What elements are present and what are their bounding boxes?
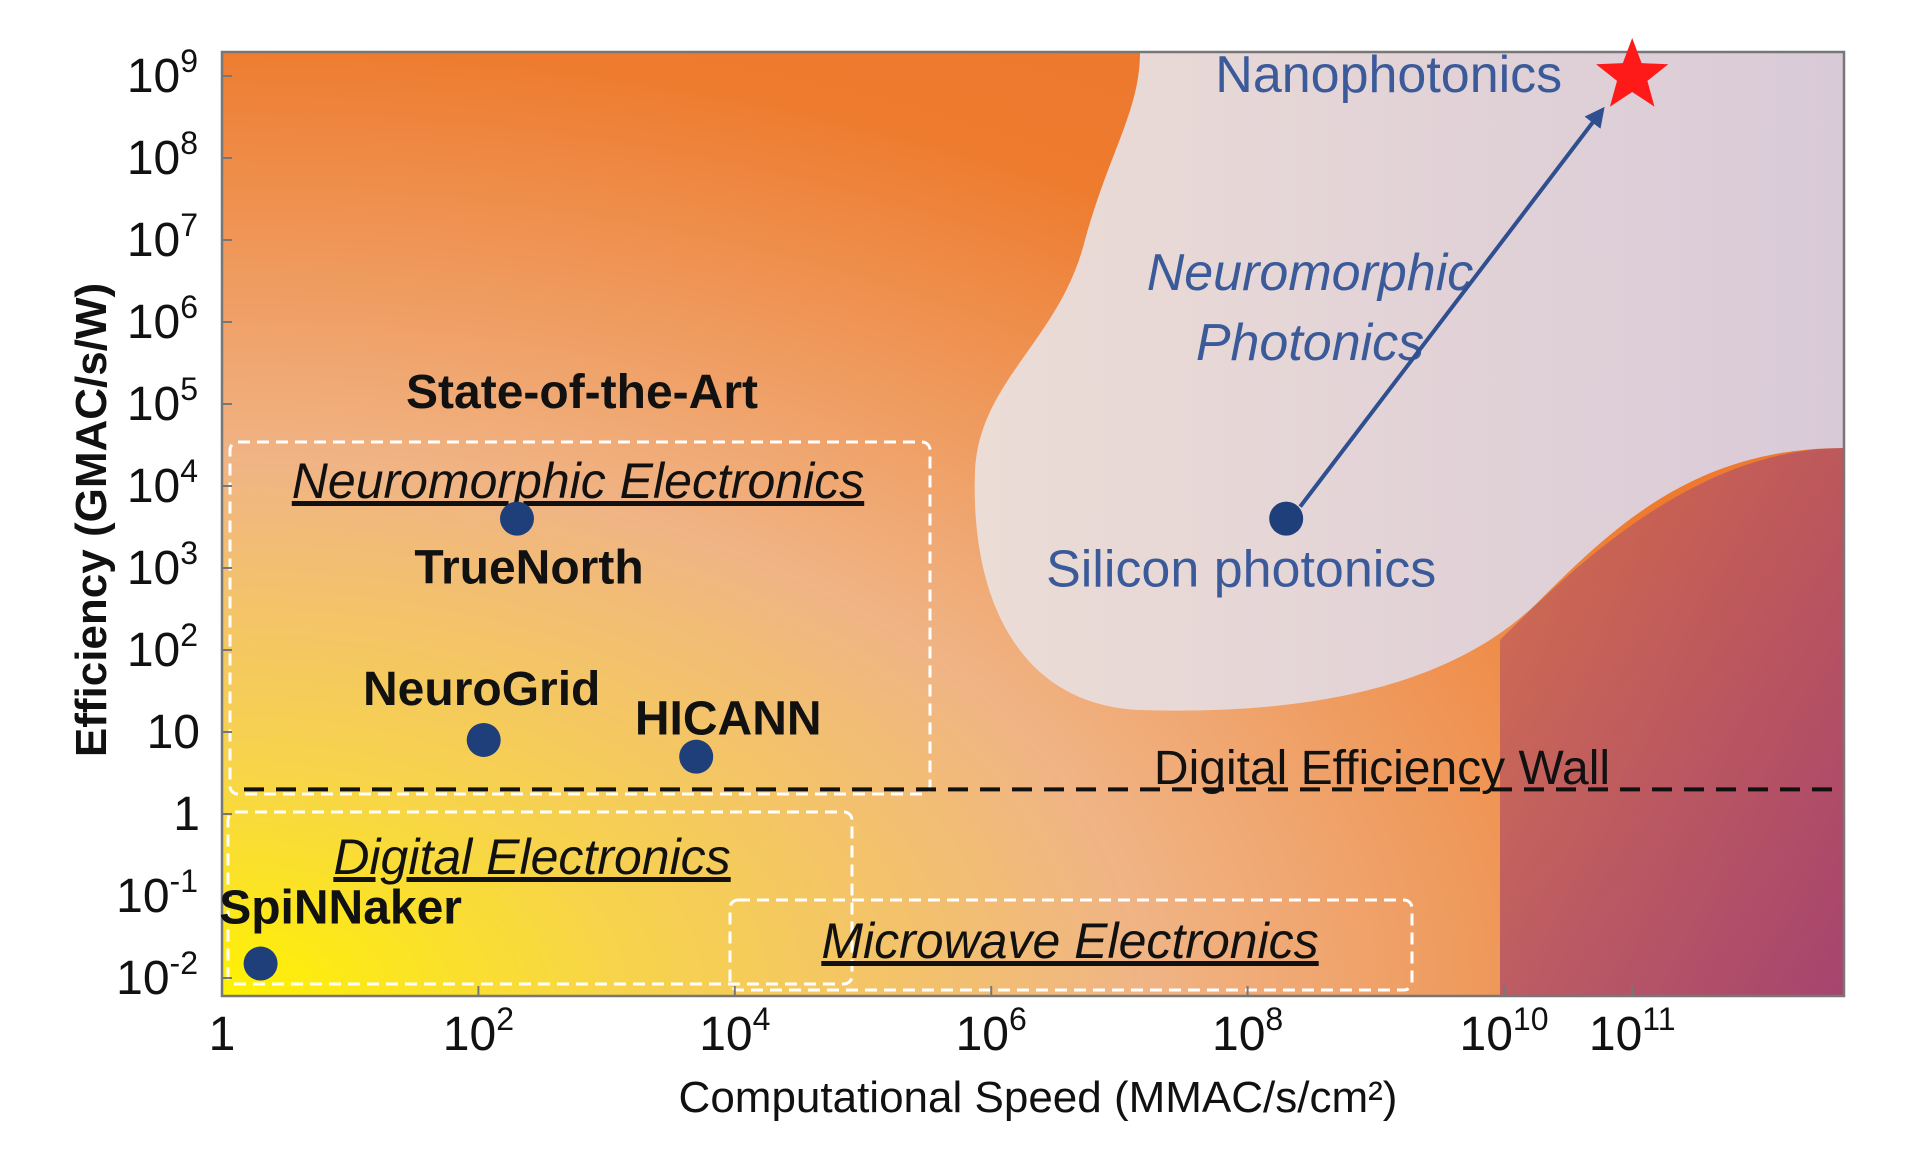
- x-tick-label: 108: [1212, 1001, 1283, 1061]
- point-label-hicann: HICANN: [635, 693, 822, 746]
- y-tick-label: 104: [127, 453, 198, 513]
- point-hicann: [679, 739, 714, 774]
- y-tick-base: 10: [127, 378, 180, 431]
- x-tick-base: 10: [699, 1008, 752, 1061]
- y-tick-base: 10: [127, 214, 180, 267]
- y-tick-exponent: 3: [180, 535, 198, 571]
- x-tick-exponent: 8: [1265, 1001, 1283, 1037]
- digital-electronics-box: [226, 810, 854, 986]
- point-silicon-photonics: [1269, 501, 1304, 536]
- y-tick-label: 105: [127, 371, 198, 431]
- y-tick-label: 106: [127, 289, 198, 349]
- y-tick-exponent: 2: [180, 617, 198, 653]
- x-tick-base: 10: [956, 1008, 1009, 1061]
- y-tick-label: 1: [173, 788, 200, 841]
- y-tick-label: 10: [147, 706, 200, 759]
- state-of-the-art-label: State-of-the-Art: [406, 366, 758, 419]
- x-axis-title: Computational Speed (MMAC/s/cm²): [679, 1073, 1398, 1122]
- point-label-nanophotonics: Nanophotonics: [1215, 46, 1562, 104]
- y-tick-base: 10: [127, 132, 180, 185]
- y-tick-label: 109: [127, 43, 198, 103]
- nanophotonics-star: [1596, 38, 1669, 107]
- point-label-truenorth: TrueNorth: [414, 542, 643, 595]
- y-tick-exponent: 6: [180, 289, 198, 325]
- x-tick-label: 1010: [1460, 1001, 1549, 1061]
- y-tick-base: 10: [116, 952, 169, 1005]
- x-tick-base: 10: [1460, 1008, 1513, 1061]
- y-tick-exponent: 9: [180, 43, 198, 79]
- y-tick-base: 10: [127, 50, 180, 103]
- y-tick-exponent: -1: [170, 863, 198, 899]
- x-tick-base: 10: [1589, 1008, 1642, 1061]
- x-tick-exponent: 11: [1642, 1001, 1675, 1037]
- x-tick-base: 10: [443, 1008, 496, 1061]
- x-tick-base: 10: [1212, 1008, 1265, 1061]
- x-tick-exponent: 6: [1009, 1001, 1027, 1037]
- neuromorphic-photonics-region: [974, 52, 1844, 711]
- y-tick-base: 1: [173, 788, 200, 841]
- digital-electronics-label: Digital Electronics: [333, 829, 730, 885]
- y-tick-exponent: 4: [180, 453, 198, 489]
- point-neurogrid: [466, 722, 501, 757]
- y-tick-label: 108: [127, 125, 198, 185]
- x-tick-exponent: 10: [1513, 1001, 1549, 1037]
- purple-region: [1500, 448, 1844, 996]
- plot-frame: [220, 50, 1846, 998]
- y-tick-exponent: 8: [180, 125, 198, 161]
- y-tick-base: 10: [127, 542, 180, 595]
- y-tick-base: 10: [127, 460, 180, 513]
- neuromorphic-electronics-box: [228, 440, 932, 796]
- x-axis-ticks: 1 102 104 106 108 1010 1011: [209, 986, 1676, 1061]
- x-tick-base: 1: [209, 1008, 236, 1061]
- y-tick-exponent: 7: [180, 207, 198, 243]
- microwave-electronics-label: Microwave Electronics: [821, 913, 1318, 969]
- neuromorphic-photonics-label-line1: Neuromorphic: [1147, 244, 1474, 302]
- point-label-neurogrid: NeuroGrid: [363, 663, 600, 716]
- y-tick-exponent: 5: [180, 371, 198, 407]
- y-tick-base: 10: [147, 706, 200, 759]
- y-tick-label: 107: [127, 207, 198, 267]
- y-tick-base: 10: [116, 870, 169, 923]
- point-spinnaker: [243, 946, 278, 981]
- x-tick-label: 1011: [1589, 1001, 1676, 1061]
- y-tick-label: 10-2: [116, 945, 198, 1005]
- data-points: TrueNorth NeuroGrid HICANN SpiNNaker Silicon…: [219, 38, 1669, 981]
- y-axis-title: Efficiency (GMAC/s/W): [67, 283, 116, 757]
- y-tick-exponent: -2: [170, 945, 198, 981]
- x-tick-label: 102: [443, 1001, 514, 1061]
- x-tick-exponent: 4: [753, 1001, 771, 1037]
- digital-efficiency-wall-label: Digital Efficiency Wall: [1154, 742, 1610, 795]
- point-truenorth: [499, 501, 534, 536]
- point-label-silicon-photonics: Silicon photonics: [1046, 541, 1436, 599]
- y-tick-label: 103: [127, 535, 198, 595]
- neuromorphic-electronics-label: Neuromorphic Electronics: [292, 453, 864, 509]
- point-label-spinnaker: SpiNNaker: [219, 882, 462, 935]
- y-tick-label: 10-1: [116, 863, 198, 923]
- x-tick-label: 104: [699, 1001, 770, 1061]
- x-tick-label: 106: [956, 1001, 1027, 1061]
- silicon-to-nanophotonics-arrow: [1298, 106, 1605, 508]
- x-tick-label: 1: [209, 1008, 236, 1061]
- y-tick-base: 10: [127, 624, 180, 677]
- y-tick-label: 102: [127, 617, 198, 677]
- microwave-electronics-box: [728, 898, 1414, 992]
- neuromorphic-photonics-label-line2: Photonics: [1196, 314, 1424, 372]
- y-tick-base: 10: [127, 296, 180, 349]
- x-tick-exponent: 2: [496, 1001, 514, 1037]
